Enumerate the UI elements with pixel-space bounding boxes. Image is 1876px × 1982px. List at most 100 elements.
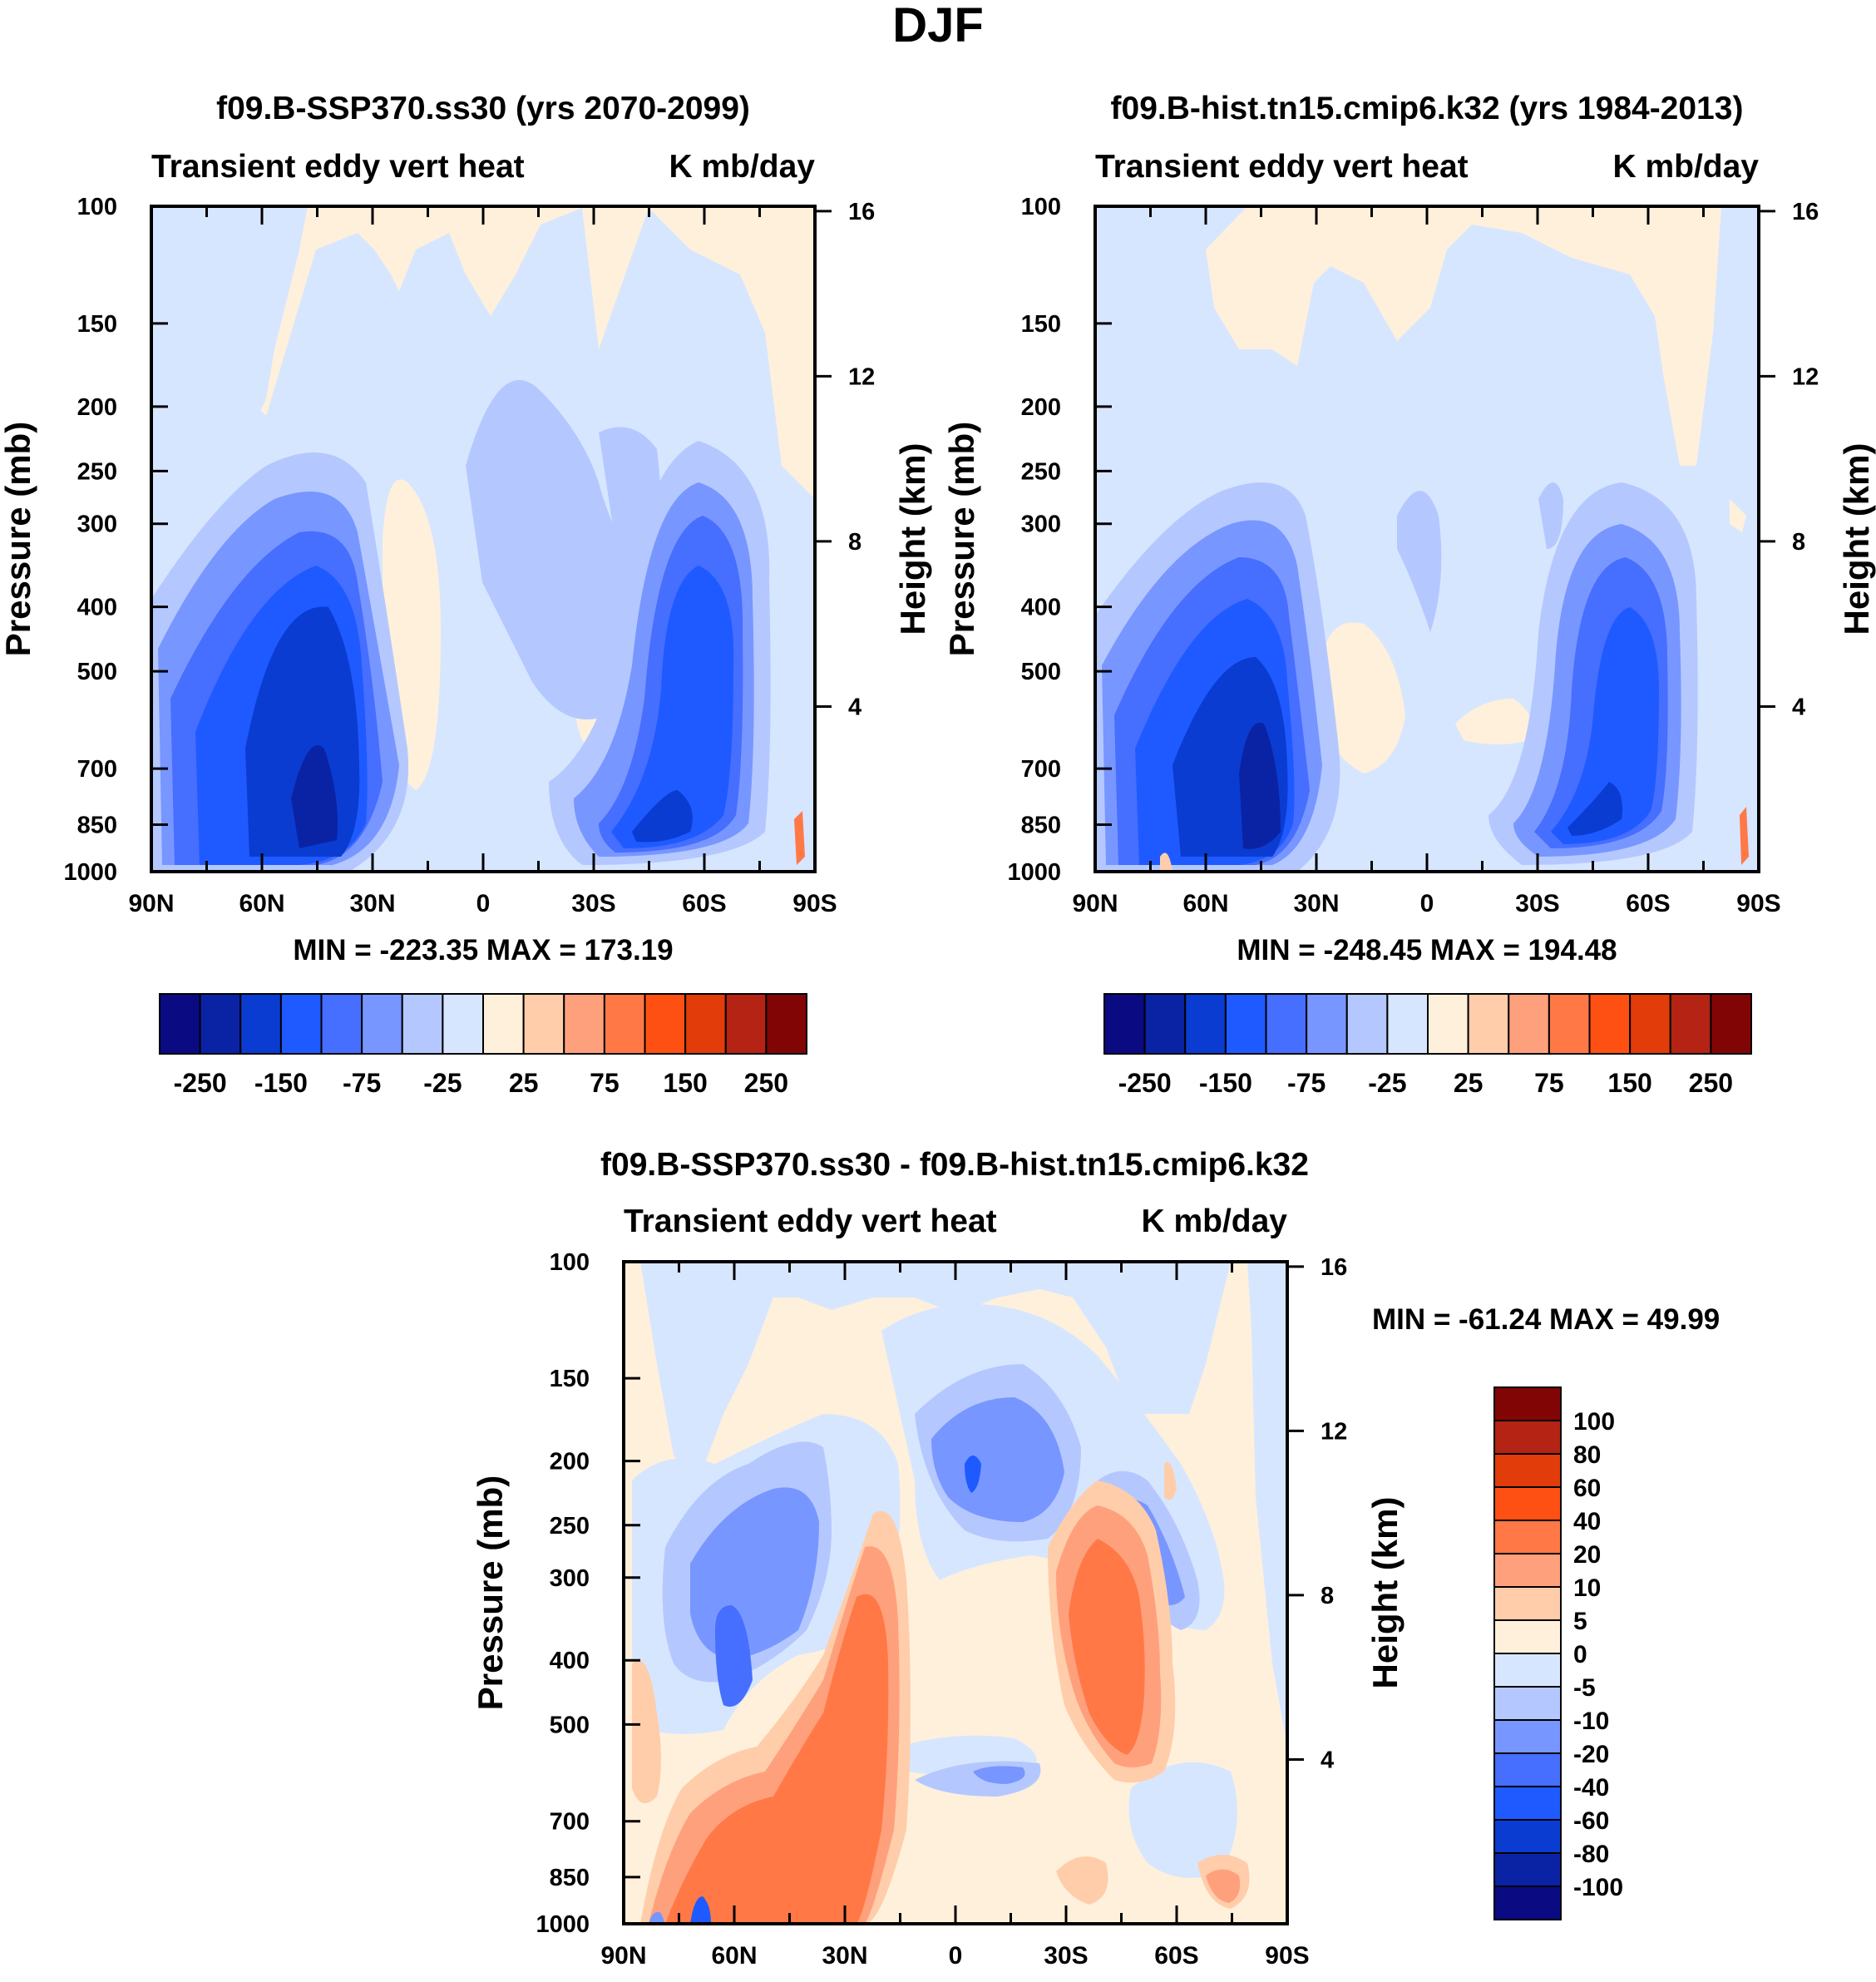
colorbar-label: -5 [1573, 1674, 1596, 1702]
colorbar-swatch [1386, 993, 1429, 1055]
colorbar-swatch [1493, 1752, 1562, 1787]
colorbar-swatch [1710, 993, 1752, 1055]
panel-difference: f09.B-SSP370.ss30 - f09.B-hist.tn15.cmip… [471, 1147, 1720, 1970]
y-tick-label: 850 [1021, 813, 1061, 839]
figure-title: DJF [892, 0, 984, 52]
y2-tick-label: 8 [1321, 1583, 1334, 1609]
x-tick-label: 60S [682, 890, 726, 917]
colorbar-swatch [684, 993, 727, 1055]
contour-band [1128, 1762, 1237, 1878]
panel-title: f09.B-hist.tn15.cmip6.k32 (yrs 1984-2013… [1111, 91, 1744, 126]
y-tick-label: 300 [1021, 512, 1061, 538]
x-tick-label: 30N [1293, 890, 1339, 917]
contour-band [1455, 699, 1533, 744]
x-tick-label: 90S [1265, 1942, 1309, 1970]
colorbar-swatch [1493, 1819, 1562, 1854]
colorbar-label: 75 [1534, 1068, 1564, 1098]
x-tick-label: 30S [1044, 1942, 1088, 1970]
colorbar-swatch [724, 993, 768, 1055]
contour-field [624, 1262, 1287, 1924]
contour-band [632, 1660, 661, 1803]
y-tick-label: 150 [550, 1366, 590, 1392]
colorbar-swatch [1265, 993, 1308, 1055]
y2-tick-label: 12 [848, 363, 875, 390]
contour-band [1551, 607, 1659, 844]
colorbar-swatch [1493, 1719, 1562, 1754]
colorbar-label: -75 [343, 1068, 381, 1098]
colorbar-swatch [401, 993, 444, 1055]
colorbar-swatch [279, 993, 323, 1055]
colorbar-label: -25 [1368, 1068, 1406, 1098]
colorbar-label: -250 [174, 1068, 227, 1098]
y-tick-label: 150 [1021, 311, 1061, 338]
colorbar-label: 250 [1689, 1068, 1733, 1098]
colorbar-label: 100 [1573, 1408, 1615, 1436]
y-axis-label: Pressure (mb) [471, 1475, 510, 1710]
x-tick-label: 60S [1626, 890, 1670, 917]
contour-band [249, 206, 815, 499]
y-axis-label: Pressure (mb) [942, 422, 981, 656]
colorbar-swatch [1493, 1653, 1562, 1688]
colorbar-swatch [1467, 993, 1510, 1055]
y-tick-label: 250 [1021, 458, 1061, 485]
y2-axis-label: Height (km) [1837, 443, 1876, 635]
y-tick-label: 700 [550, 1809, 590, 1836]
panel-historical: f09.B-hist.tn15.cmip6.k32 (yrs 1984-2013… [942, 91, 1876, 1098]
colorbar-label: 75 [590, 1068, 620, 1098]
colorbar-swatch [1588, 993, 1632, 1055]
y2-tick-label: 4 [1792, 694, 1805, 720]
y-tick-label: 250 [550, 1513, 590, 1540]
contour-band [611, 566, 734, 848]
colorbar-swatch [1493, 1553, 1562, 1588]
colorbar-swatch [1493, 1386, 1562, 1421]
contour-band [965, 1456, 981, 1493]
y2-tick-label: 4 [848, 694, 861, 720]
y-tick-label: 500 [77, 659, 117, 685]
panel-ssp370: f09.B-SSP370.ss30 (yrs 2070-2099) Transi… [0, 91, 932, 1098]
contour-band [690, 1896, 711, 1924]
y-tick-label: 700 [77, 756, 117, 783]
contour-band [466, 379, 637, 719]
colorbar-label: -150 [254, 1068, 308, 1098]
colorbar-swatch [1493, 1520, 1562, 1554]
colorbar-label: 80 [1573, 1441, 1601, 1469]
units-label: K mb/day [1141, 1204, 1287, 1239]
colorbar-swatch [1493, 1453, 1562, 1488]
y2-tick-label: 16 [1792, 199, 1819, 225]
contour-field [1095, 206, 1759, 872]
x-tick-label: 90N [1072, 890, 1118, 917]
colorbar-label: -60 [1573, 1807, 1609, 1835]
units-label: K mb/day [669, 149, 815, 185]
colorbar-label: -20 [1573, 1741, 1609, 1768]
colorbar-swatch [361, 993, 403, 1055]
y-axis-label: Pressure (mb) [0, 422, 37, 656]
colorbar: -250 -150 -75 -25 25 75 150 250 [159, 993, 807, 1098]
x-tick-label: 60S [1154, 1942, 1198, 1970]
y2-tick-label: 12 [1321, 1418, 1347, 1445]
colorbar-label: 10 [1573, 1574, 1601, 1602]
colorbar-label: -100 [1573, 1874, 1623, 1901]
contour-band [715, 1605, 753, 1707]
y-tick-label: 200 [1021, 394, 1061, 421]
contour-band [1160, 853, 1172, 872]
colorbar-label: 150 [663, 1068, 707, 1098]
colorbar-swatch [1103, 993, 1146, 1055]
units-label: K mb/day [1612, 149, 1759, 185]
y-tick-label: 1000 [63, 859, 117, 886]
colorbar: -250 -150 -75 -25 25 75 150 250 [1103, 993, 1752, 1098]
panel-title: f09.B-SSP370.ss30 (yrs 2070-2099) [216, 91, 750, 126]
colorbar-swatch [320, 993, 363, 1055]
variable-label: Transient eddy vert heat [1095, 149, 1469, 185]
min-max-readout: MIN = -248.45 MAX = 194.48 [1237, 934, 1617, 966]
variable-label: Transient eddy vert heat [624, 1204, 997, 1239]
colorbar-label: -10 [1573, 1708, 1609, 1735]
colorbar-label: 0 [1573, 1641, 1587, 1668]
x-tick-label: 90N [128, 890, 174, 917]
colorbar-swatch [1345, 993, 1389, 1055]
colorbar-swatch [482, 993, 525, 1055]
x-tick-label: 30N [822, 1942, 867, 1970]
variable-label: Transient eddy vert heat [151, 149, 525, 185]
colorbar-swatch [1493, 1886, 1562, 1920]
colorbar-swatch [563, 993, 605, 1055]
y-tick-label: 400 [1021, 595, 1061, 621]
